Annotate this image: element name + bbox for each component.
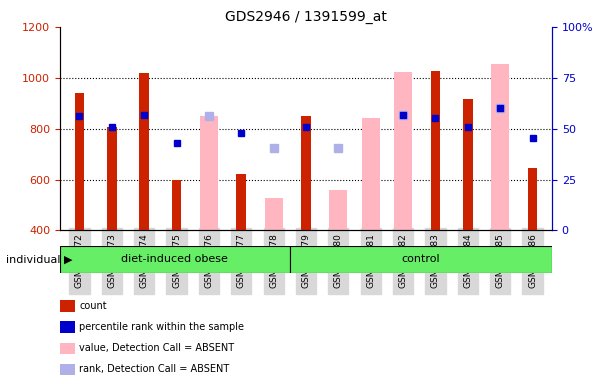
Bar <box>362 118 380 230</box>
Text: percentile rank within the sample: percentile rank within the sample <box>79 322 244 332</box>
Bar <box>107 127 116 230</box>
Text: rank, Detection Call = ABSENT: rank, Detection Call = ABSENT <box>79 364 229 374</box>
Bar <box>74 93 84 230</box>
Text: value, Detection Call = ABSENT: value, Detection Call = ABSENT <box>79 343 235 353</box>
Text: diet-induced obese: diet-induced obese <box>121 254 228 264</box>
Bar <box>172 180 181 230</box>
Text: control: control <box>401 254 440 264</box>
Title: GDS2946 / 1391599_at: GDS2946 / 1391599_at <box>225 10 387 25</box>
Text: individual ▶: individual ▶ <box>6 254 73 264</box>
Bar <box>265 198 283 230</box>
Bar <box>329 190 347 230</box>
Bar <box>200 116 218 230</box>
Bar <box>236 174 246 230</box>
Bar <box>301 116 311 230</box>
Bar <box>290 246 552 273</box>
Bar <box>431 71 440 230</box>
Bar <box>139 73 149 230</box>
Bar <box>394 72 412 230</box>
Text: count: count <box>79 301 107 311</box>
Bar <box>491 64 509 230</box>
Bar <box>463 99 473 230</box>
Bar <box>528 168 538 230</box>
Bar <box>60 246 290 273</box>
